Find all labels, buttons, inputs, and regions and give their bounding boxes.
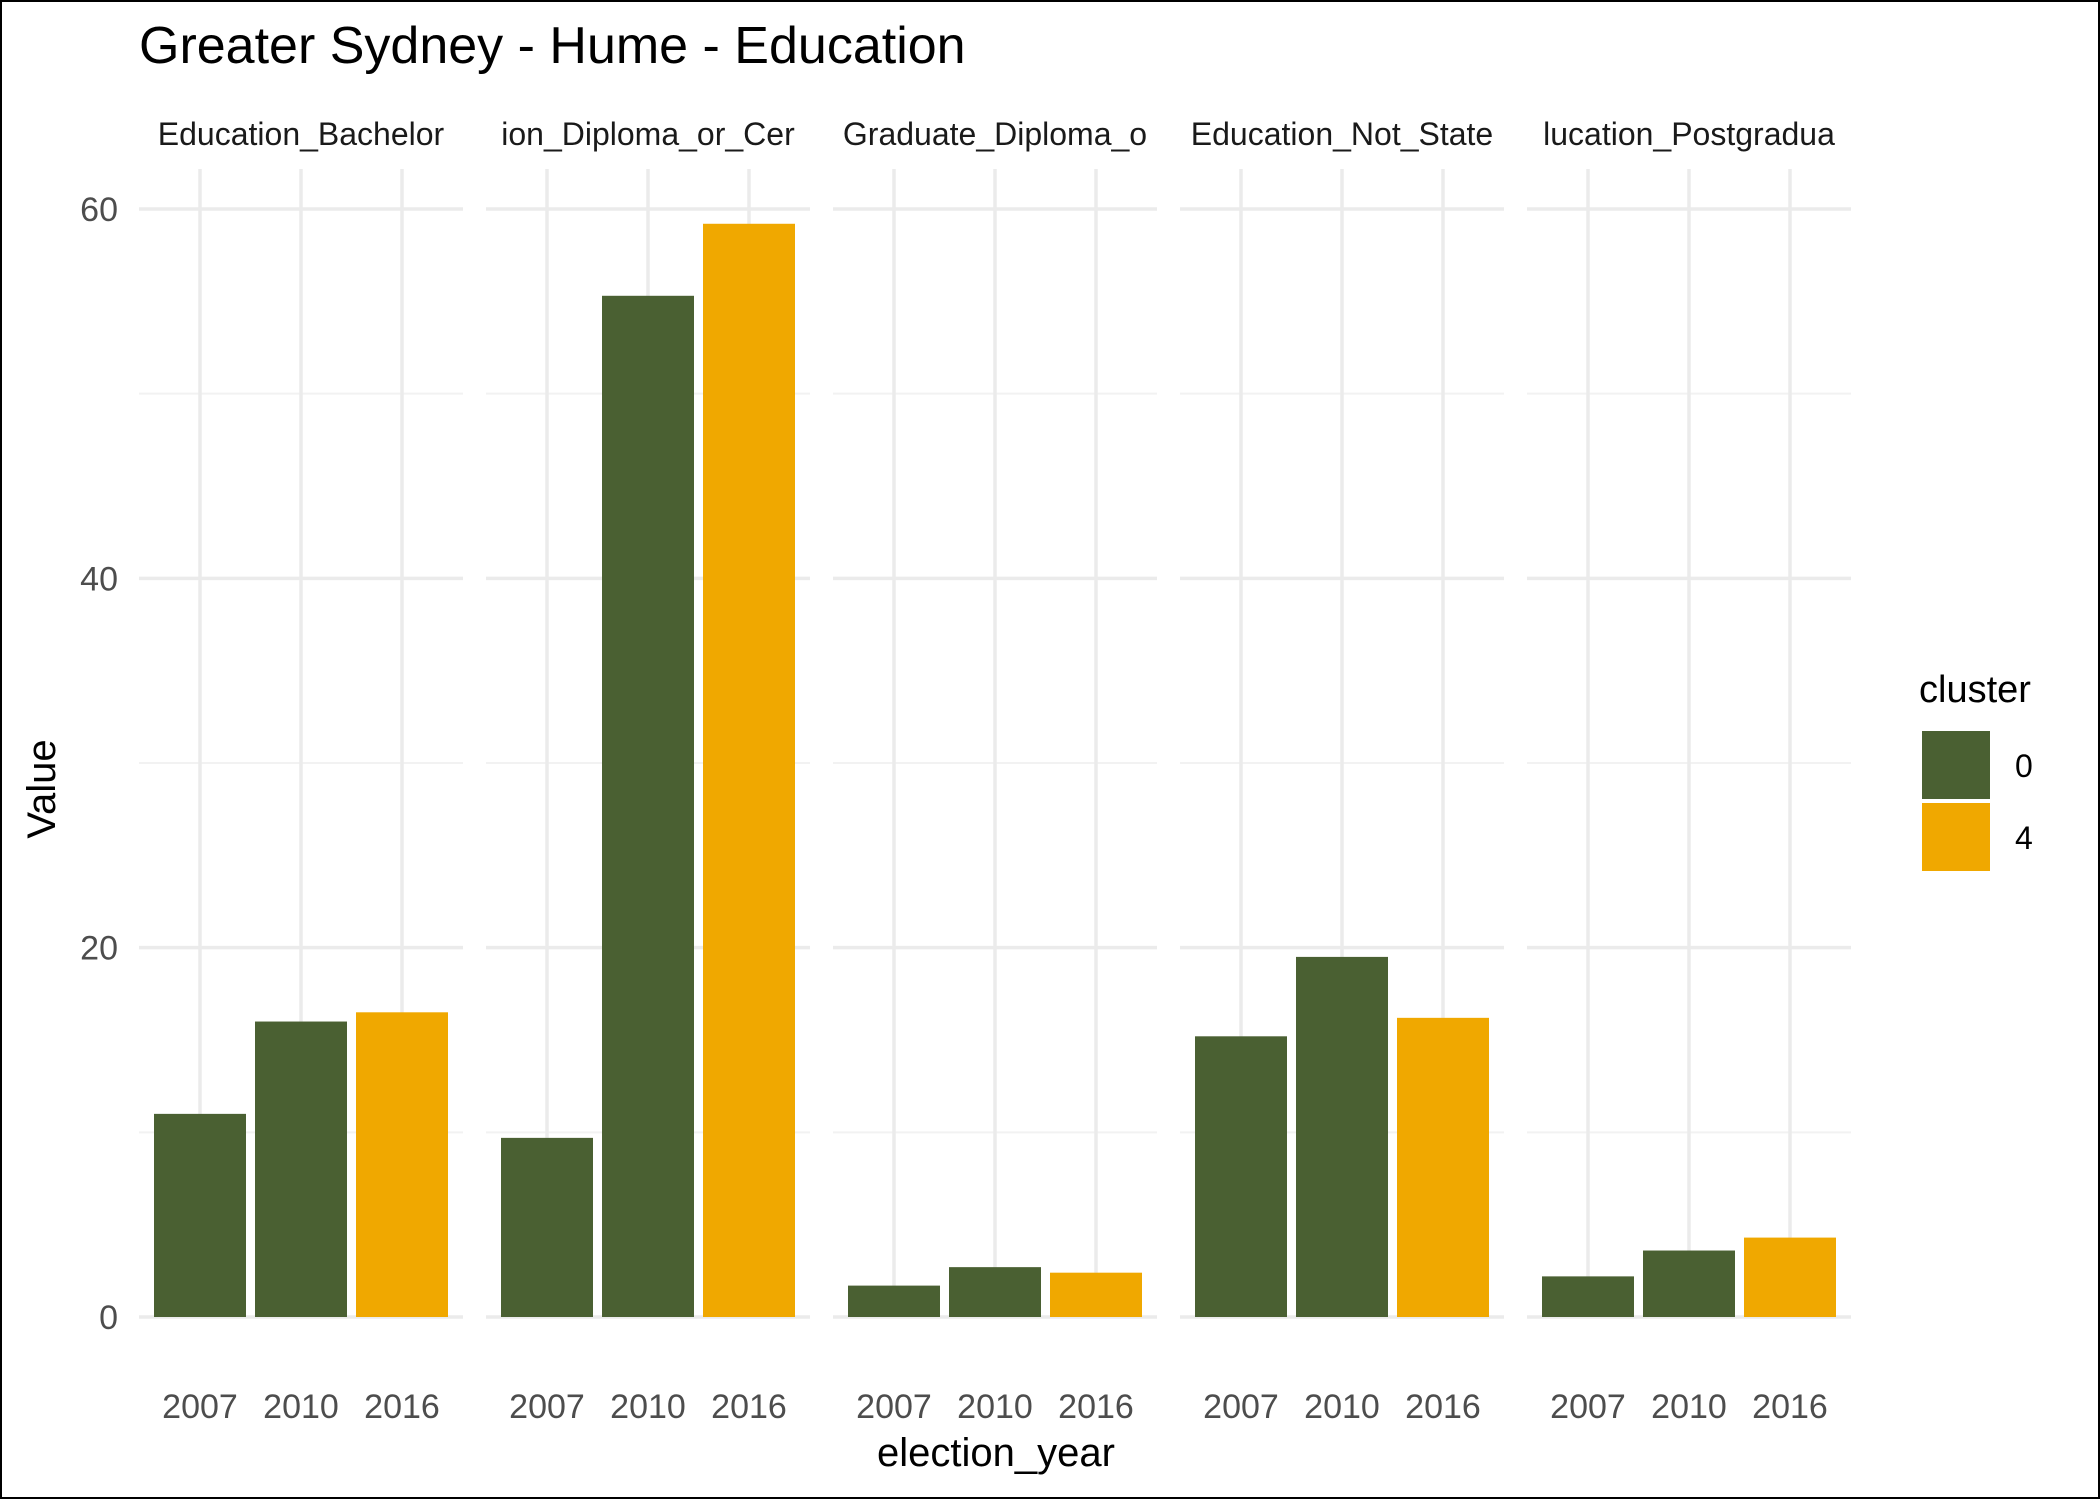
x-tick-label: 2016: [1405, 1388, 1481, 1426]
y-tick-label: 60: [80, 191, 118, 229]
y-axis-ticks: 0 20 40 60: [80, 191, 118, 1337]
bar-2016-cluster-4: [1744, 1237, 1836, 1317]
legend: cluster 0 4: [1919, 669, 2033, 871]
facet-panel-5: lucation_Postgradua 2007 2010 2016: [1527, 116, 1851, 1426]
bar-2010-cluster-0: [1296, 956, 1388, 1317]
bar-2016-cluster-4: [356, 1012, 448, 1317]
facet-strip-label: Graduate_Diploma_o: [843, 116, 1147, 152]
x-tick-label: 2007: [856, 1388, 932, 1426]
x-tick-label: 2007: [162, 1388, 238, 1426]
x-tick-label: 2010: [1651, 1388, 1727, 1426]
x-tick-label: 2007: [509, 1388, 585, 1426]
facet-strip-label: ion_Diploma_or_Cer: [501, 116, 795, 152]
facet-panel-2: ion_Diploma_or_Cer 2007 2010 2016: [486, 116, 810, 1426]
chart-title: Greater Sydney - Hume - Education: [139, 17, 966, 75]
x-tick-label: 2016: [711, 1388, 787, 1426]
bar-2007-cluster-0: [848, 1285, 940, 1317]
legend-label: 0: [2015, 748, 2033, 784]
x-tick-label: 2007: [1550, 1388, 1626, 1426]
facet-strip-label: Education_Bachelor: [158, 116, 445, 152]
x-tick-label: 2010: [263, 1388, 339, 1426]
y-axis-title: Value: [20, 739, 64, 838]
x-tick-label: 2007: [1203, 1388, 1279, 1426]
facet-panel-3: Graduate_Diploma_o 2007 2010 2016: [833, 116, 1157, 1426]
facet-strip-label: Education_Not_State: [1191, 116, 1493, 152]
bar-2016-cluster-4: [703, 223, 795, 1318]
bar-2010-cluster-0: [255, 1021, 347, 1317]
x-tick-label: 2016: [364, 1388, 440, 1426]
x-tick-label: 2016: [1752, 1388, 1828, 1426]
facet-panel-1: Education_Bachelor 2007 2010 2016: [139, 116, 463, 1426]
bar-2016-cluster-4: [1050, 1272, 1142, 1317]
y-tick-label: 40: [80, 560, 118, 598]
bar-2010-cluster-0: [1643, 1250, 1735, 1317]
x-tick-label: 2016: [1058, 1388, 1134, 1426]
facet-strip-label: lucation_Postgradua: [1543, 116, 1835, 152]
x-tick-label: 2010: [1304, 1388, 1380, 1426]
legend-key-4: [1922, 803, 1990, 871]
x-tick-label: 2010: [957, 1388, 1033, 1426]
bar-2010-cluster-0: [602, 295, 694, 1317]
bar-2007-cluster-0: [154, 1113, 246, 1317]
y-tick-label: 20: [80, 930, 118, 968]
x-tick-label: 2010: [610, 1388, 686, 1426]
bar-2010-cluster-0: [949, 1267, 1041, 1317]
bar-2007-cluster-0: [1195, 1036, 1287, 1317]
facet-panel-4: Education_Not_State 2007 2010 2016: [1180, 116, 1504, 1426]
legend-title: cluster: [1919, 669, 2031, 711]
x-axis-title: election_year: [877, 1431, 1115, 1475]
bar-2007-cluster-0: [501, 1137, 593, 1317]
bar-2007-cluster-0: [1542, 1276, 1634, 1317]
bar-2016-cluster-4: [1397, 1017, 1489, 1317]
legend-key-0: [1922, 731, 1990, 799]
y-tick-label: 0: [99, 1299, 118, 1337]
legend-label: 4: [2015, 820, 2033, 856]
